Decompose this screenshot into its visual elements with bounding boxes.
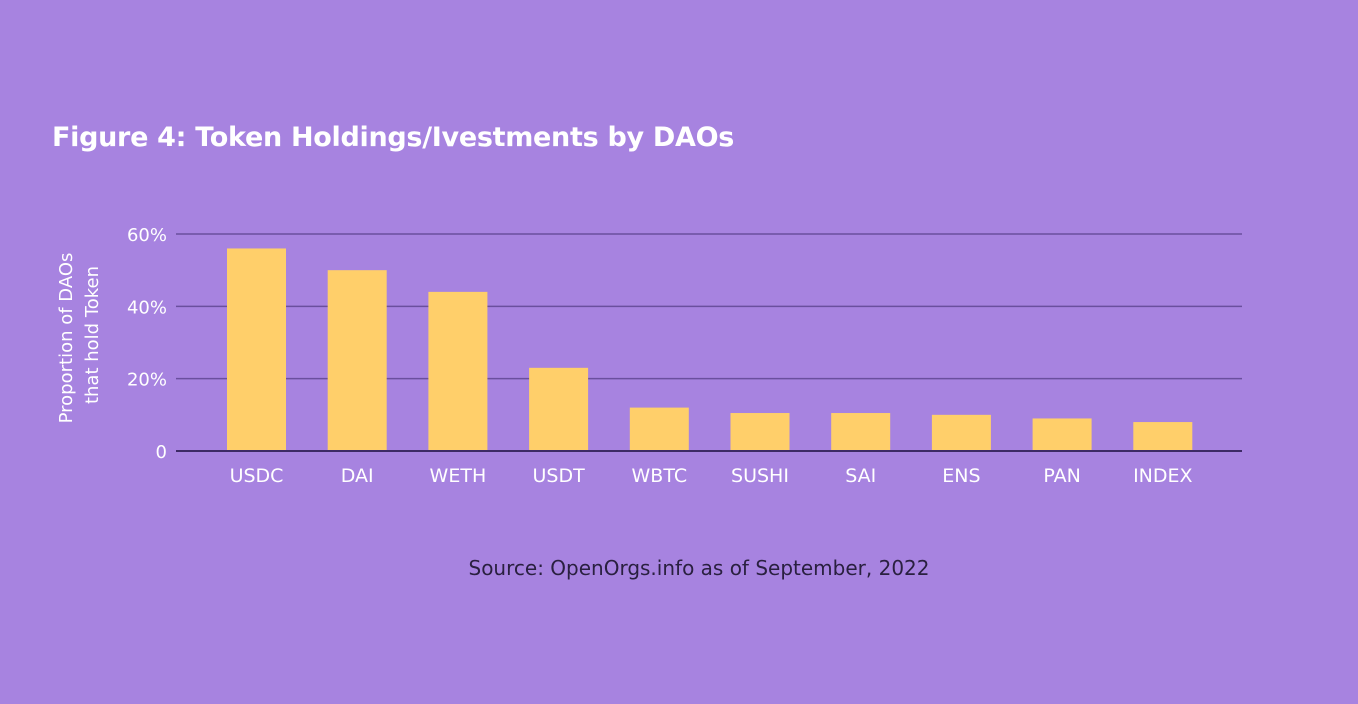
y-axis-label-line-1: Proportion of DAOs: [56, 253, 77, 424]
x-tick-labels: USDC DAI WETH USDT WBTC SUSHI SAI ENS PAN INDEX: [230, 465, 1193, 487]
x-tick-label-sai: SAI: [845, 465, 876, 487]
y-tick-label: 0: [156, 442, 167, 463]
bar-pan: [1032, 418, 1092, 451]
bar-sai: [831, 413, 891, 451]
bar-weth: [428, 291, 488, 451]
bar-wbtc: [629, 407, 689, 451]
bar-dai: [327, 270, 387, 451]
x-tick-label-wbtc: WBTC: [632, 465, 688, 487]
x-tick-label-weth: WETH: [430, 465, 487, 487]
y-axis-label: Proportion of DAOs that hold Token: [56, 253, 103, 424]
chart-title: Figure 4: Token Holdings/Ivestments by D…: [52, 122, 735, 153]
y-tick-labels: 0 20% 40% 60%: [127, 225, 167, 463]
bar-usdc: [227, 248, 286, 451]
bar-index: [1133, 422, 1193, 451]
x-tick-label-usdt: USDT: [532, 465, 585, 487]
bar-sushi: [730, 413, 790, 451]
bars: [227, 248, 1193, 451]
x-tick-label-sushi: SUSHI: [731, 465, 789, 487]
y-tick-label: 40%: [127, 297, 167, 318]
y-axis-label-line-2: that hold Token: [82, 266, 103, 404]
source-note: Source: OpenOrgs.info as of September, 2…: [468, 556, 930, 580]
x-tick-label-dai: DAI: [341, 465, 374, 487]
x-tick-label-usdc: USDC: [230, 465, 284, 487]
bar-ens: [931, 414, 991, 451]
bar-usdt: [529, 367, 589, 451]
x-tick-label-index: INDEX: [1133, 465, 1192, 487]
y-tick-label: 60%: [127, 225, 167, 246]
x-tick-label-pan: PAN: [1043, 465, 1080, 487]
y-tick-label: 20%: [127, 370, 167, 391]
x-tick-label-ens: ENS: [942, 465, 980, 487]
